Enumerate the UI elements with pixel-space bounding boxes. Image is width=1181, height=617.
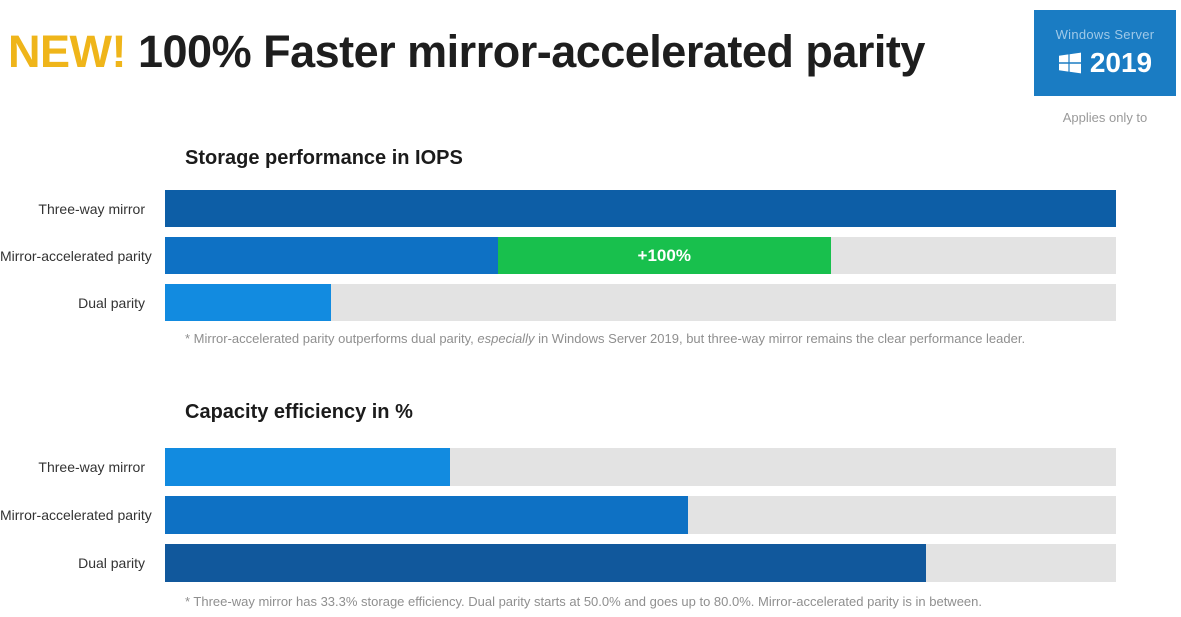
footnote-text: * Mirror-accelerated parity outperforms … [185, 331, 478, 346]
bar-track [165, 190, 1116, 227]
bar-row-dual-parity: Dual parity [0, 284, 1181, 321]
bar-segment [165, 284, 332, 321]
chart-storage-performance: Storage performance in IOPS Three-way mi… [0, 146, 1181, 346]
bar-segment [165, 190, 1116, 227]
new-badge: NEW! [8, 26, 126, 77]
bar-group: Three-way mirror Mirror-accelerated pari… [0, 190, 1181, 321]
bar-track [165, 284, 1116, 321]
bar-segment [165, 496, 689, 534]
badge-logo-row: 2019 [1058, 47, 1152, 79]
windows-server-badge: Windows Server 2019 [1034, 10, 1176, 96]
badge-product-name: Windows Server [1055, 27, 1155, 42]
chart-title: Capacity efficiency in % [185, 401, 413, 423]
bar-track [165, 496, 1116, 534]
bar-row-three-way-mirror: Three-way mirror [0, 190, 1181, 227]
bar-row-three-way-mirror: Three-way mirror [0, 448, 1181, 486]
bar-row-mirror-accelerated-parity: Mirror-accelerated parity [0, 496, 1181, 534]
footnote-emphasis: especially [477, 331, 535, 346]
bar-segment [165, 544, 926, 582]
bar-segment-gain: +100% [497, 237, 831, 274]
bar-segment [165, 448, 451, 486]
bar-label: Dual parity [78, 294, 145, 311]
page-title-text: 100% Faster mirror-accelerated parity [138, 26, 925, 77]
gain-label: +100% [637, 245, 691, 265]
chart-capacity-efficiency: Capacity efficiency in % Three-way mirro… [0, 400, 1181, 609]
bar-row-mirror-accelerated-parity: Mirror-accelerated parity +100% [0, 237, 1181, 274]
badge-year: 2019 [1089, 47, 1153, 78]
chart-footnote: * Three-way mirror has 33.3% storage eff… [185, 594, 1181, 609]
bar-label: Mirror-accelerated parity [0, 247, 152, 264]
chart-footnote: * Mirror-accelerated parity outperforms … [185, 331, 1181, 346]
bar-track: +100% [165, 237, 1116, 274]
bar-label: Mirror-accelerated parity [0, 507, 152, 523]
applies-note: Applies only to [1062, 110, 1148, 125]
page-title: NEW! 100% Faster mirror-accelerated pari… [8, 26, 925, 78]
bar-segment [165, 237, 498, 274]
footnote-text: in Windows Server 2019, but three-way mi… [534, 331, 1026, 346]
bar-row-dual-parity: Dual parity [0, 544, 1181, 582]
bar-group: Three-way mirror Mirror-accelerated pari… [0, 448, 1181, 582]
windows-logo-icon [1058, 51, 1082, 75]
chart-title: Storage performance in IOPS [185, 147, 463, 169]
bar-label: Three-way mirror [38, 200, 145, 217]
bar-label: Three-way mirror [38, 459, 145, 475]
bar-track [165, 448, 1116, 486]
bar-label: Dual parity [78, 555, 145, 571]
footnote-text: * Three-way mirror has 33.3% storage eff… [185, 594, 982, 609]
bar-track [165, 544, 1116, 582]
